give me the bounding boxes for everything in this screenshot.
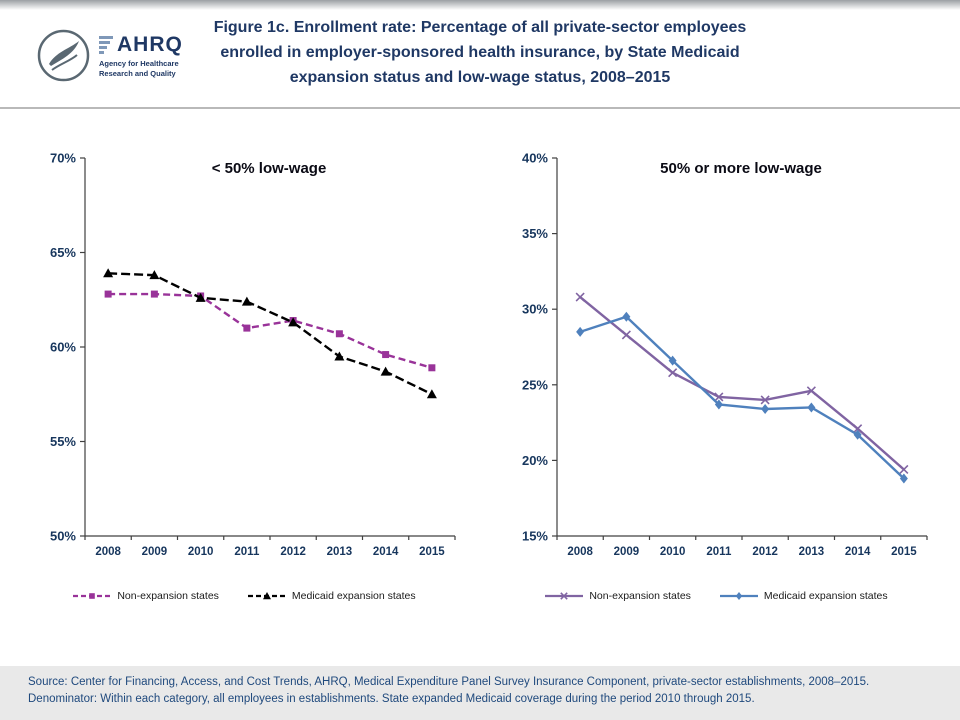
source-note: Source: Center for Financing, Access, an… bbox=[28, 676, 870, 688]
ahrq-logo: AHRQ Agency for Healthcare Research and … bbox=[99, 33, 183, 78]
svg-text:2009: 2009 bbox=[614, 546, 640, 558]
svg-text:25%: 25% bbox=[522, 377, 548, 392]
chart-right-plot: 15% 20% 25% 30% 35% 40% 2008 2009 2010 2011 2012 20… bbox=[493, 138, 939, 582]
figure-title-line1: Figure 1c. Enrollment rate: Percentage o… bbox=[213, 19, 747, 36]
chart-right-title: 50% or more low-wage bbox=[660, 160, 822, 177]
legend-item: Non-expansion states bbox=[72, 590, 219, 602]
logo-group: AHRQ Agency for Healthcare Research and … bbox=[36, 28, 183, 83]
svg-text:2011: 2011 bbox=[706, 546, 732, 558]
svg-text:2013: 2013 bbox=[799, 546, 825, 558]
figure-title: Figure 1c. Enrollment rate: Percentage o… bbox=[180, 16, 780, 90]
header: AHRQ Agency for Healthcare Research and … bbox=[0, 10, 960, 106]
legend-label: Non-expansion states bbox=[117, 590, 219, 602]
chart-left-section: < 50% low-wage 50% 55% 60% 65% 70% 2008 2009 20… bbox=[21, 138, 467, 602]
svg-text:15%: 15% bbox=[522, 529, 548, 544]
denominator-note: Denominator: Within each category, all e… bbox=[28, 693, 755, 706]
svg-text:20%: 20% bbox=[522, 453, 548, 468]
svg-text:55%: 55% bbox=[50, 434, 76, 449]
legend-item: Medicaid expansion states bbox=[247, 590, 416, 602]
legend-item: Non-expansion states bbox=[544, 590, 691, 602]
svg-text:2015: 2015 bbox=[419, 546, 445, 558]
chart-left-legend: Non-expansion states Medicaid expansion s… bbox=[21, 590, 467, 602]
svg-text:50%: 50% bbox=[50, 529, 76, 544]
footer: Source: Center for Financing, Access, an… bbox=[0, 666, 960, 720]
svg-text:2012: 2012 bbox=[280, 546, 306, 558]
ahrq-tagline-line1: Agency for Healthcare bbox=[99, 59, 179, 69]
legend-item: Medicaid expansion states bbox=[719, 590, 888, 602]
svg-text:60%: 60% bbox=[50, 340, 76, 355]
svg-text:2010: 2010 bbox=[660, 546, 686, 558]
legend-label: Medicaid expansion states bbox=[763, 590, 888, 602]
header-divider bbox=[0, 107, 960, 109]
svg-text:2010: 2010 bbox=[188, 546, 214, 558]
svg-text:30%: 30% bbox=[522, 302, 548, 317]
chart-right-section: 50% or more low-wage 15% 20% 25% 30% 35% 40% 2… bbox=[493, 138, 939, 602]
legend-label: Medicaid expansion states bbox=[291, 590, 416, 602]
svg-text:35%: 35% bbox=[522, 226, 548, 241]
top-border bbox=[0, 0, 960, 10]
svg-text:2011: 2011 bbox=[234, 546, 260, 558]
figure-title-line2: enrolled in employer-sponsored health in… bbox=[220, 43, 740, 61]
ahrq-logo-top: AHRQ bbox=[99, 33, 183, 57]
svg-text:2015: 2015 bbox=[891, 546, 917, 558]
svg-text:2012: 2012 bbox=[752, 546, 778, 558]
ahrq-tagline: Agency for Healthcare Research and Quali… bbox=[99, 59, 183, 78]
chart-left-plot: 50% 55% 60% 65% 70% 2008 2009 2010 2011 2012 2013 2… bbox=[21, 138, 467, 582]
svg-text:40%: 40% bbox=[522, 151, 548, 166]
legend-label: Non-expansion states bbox=[589, 590, 691, 602]
svg-text:2009: 2009 bbox=[142, 546, 168, 558]
svg-text:2014: 2014 bbox=[373, 546, 399, 558]
ahrq-tagline-line2: Research and Quality bbox=[99, 68, 176, 78]
legend-line-sample-icon bbox=[719, 592, 758, 600]
legend-line-sample-icon bbox=[73, 593, 112, 599]
ahrq-acronym: AHRQ bbox=[117, 33, 183, 57]
legend-line-sample-icon bbox=[247, 592, 286, 600]
ahrq-bars-icon bbox=[99, 36, 113, 55]
figure-title-line3: expansion status and low-wage status, 20… bbox=[289, 68, 671, 86]
svg-text:70%: 70% bbox=[50, 151, 76, 166]
chart-left-title: < 50% low-wage bbox=[211, 160, 327, 177]
chart-right-legend: Non-expansion states Medicaid expansion s… bbox=[493, 590, 939, 602]
svg-text:65%: 65% bbox=[50, 245, 76, 260]
svg-text:2008: 2008 bbox=[95, 546, 121, 558]
legend-line-sample-icon bbox=[545, 592, 584, 600]
charts-area: < 50% low-wage 50% 55% 60% 65% 70% 2008 2009 20… bbox=[0, 138, 960, 602]
svg-text:2008: 2008 bbox=[567, 546, 593, 558]
hhs-eagle-icon bbox=[37, 29, 90, 82]
svg-text:2014: 2014 bbox=[845, 546, 871, 558]
svg-text:2013: 2013 bbox=[327, 546, 353, 558]
